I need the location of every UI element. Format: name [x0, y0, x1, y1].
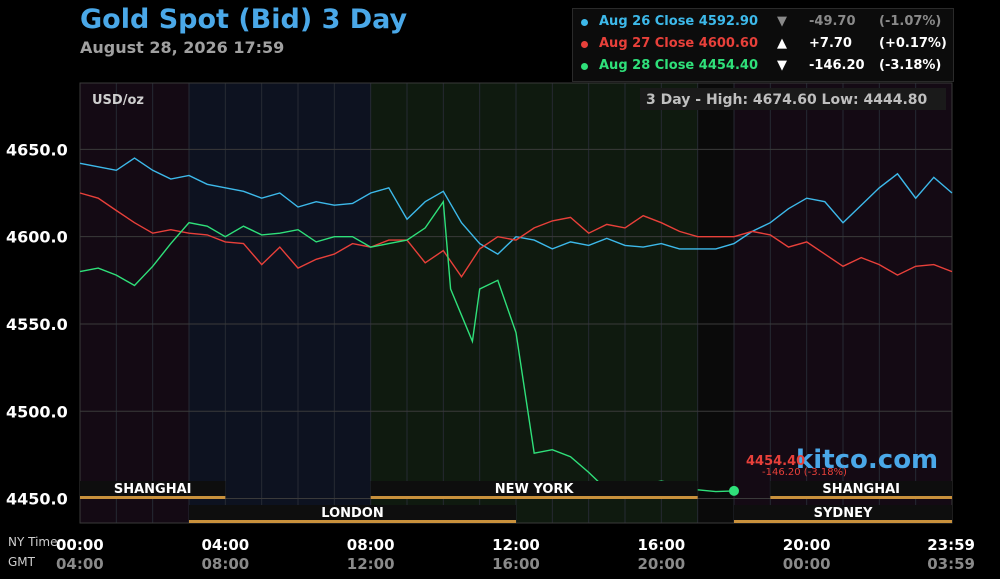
legend-change: +7.70 [809, 36, 852, 51]
range-text: 3 Day - High: 4674.60 Low: 4444.80 [646, 92, 928, 108]
session-bar [80, 496, 226, 499]
x-tick-label-ny: 16:00 [637, 536, 685, 554]
x-tick-label-ny: 00:00 [56, 536, 104, 554]
session-background [697, 83, 734, 523]
y-tick-label: 4600.0 [6, 228, 68, 247]
x-tick-label-gmt: 20:00 [637, 555, 685, 573]
legend-dot-icon [581, 41, 588, 48]
legend-change: -146.20 [809, 58, 865, 73]
legend-label: Aug 28 Close 4454.40 [599, 58, 758, 73]
legend-row-aug27: Aug 27 Close 4600.60 ▲ +7.70 (+0.17%) [573, 33, 953, 55]
session-background [189, 83, 371, 523]
session-band [80, 481, 226, 499]
y-axis: 4650.0 4600.0 4550.0 4500.0 4450.0 [6, 140, 68, 508]
x-tick-label-gmt: 04:00 [56, 555, 104, 573]
y-tick-label: 4650.0 [6, 140, 68, 159]
session-label: LONDON [321, 506, 383, 521]
x-tick-label-gmt: 16:00 [492, 555, 540, 573]
down-arrow-icon: ▼ [777, 58, 787, 73]
kitco-watermark: kitco.com [796, 445, 938, 475]
session-band [189, 505, 516, 523]
session-bar [770, 496, 952, 499]
y-tick-label: 4550.0 [6, 315, 68, 334]
legend-pct: (+0.17%) [879, 36, 947, 51]
x-tick-label-ny: 04:00 [201, 536, 249, 554]
legend-dot-icon [581, 63, 588, 70]
chart-title: Gold Spot (Bid) 3 Day [80, 4, 408, 35]
legend-pct: (-3.18%) [879, 58, 942, 73]
x-tick-label-gmt: 03:59 [927, 555, 975, 573]
session-band [370, 481, 698, 499]
x-tick-label-ny: 20:00 [783, 536, 831, 554]
last-change-label: -146.20 (-3.18%) [762, 467, 847, 478]
last-price-marker [729, 485, 739, 496]
legend-label: Aug 26 Close 4592.90 [599, 14, 758, 29]
x-tick-label-ny: 23:59 [927, 536, 975, 554]
session-label: SHANGHAI [822, 482, 900, 497]
x-tick-label-gmt: 08:00 [201, 555, 249, 573]
session-label: SHANGHAI [114, 482, 192, 497]
down-arrow-icon: ▼ [777, 14, 787, 29]
session-bar [734, 520, 952, 523]
session-bar [370, 496, 698, 499]
series-line-aug-27 [79, 192, 953, 279]
session-band [770, 481, 952, 499]
legend-row-aug26: Aug 26 Close 4592.90 ▼ -49.70 (-1.07%) [573, 11, 953, 33]
session-bar [189, 520, 516, 523]
y-tick-label: 4500.0 [6, 402, 68, 421]
unit-label: USD/oz [92, 93, 144, 108]
session-background [80, 83, 189, 523]
legend-pct: (-1.07%) [879, 14, 942, 29]
session-bars: SHANGHAI NEW YORK SHANGHAI LONDON SYDNEY [80, 481, 952, 523]
legend-dot-icon [581, 19, 588, 26]
legend-label: Aug 27 Close 4600.60 [599, 36, 758, 51]
session-label: SYDNEY [814, 506, 873, 521]
legend: Aug 26 Close 4592.90 ▼ -49.70 (-1.07%) A… [572, 8, 954, 82]
x-tick-label-gmt: 00:00 [783, 555, 831, 573]
x-tick-label-gmt: 12:00 [347, 555, 395, 573]
legend-change: -49.70 [809, 14, 856, 29]
x-tick-label-ny: 08:00 [347, 536, 395, 554]
series-line-aug-26 [79, 157, 953, 255]
x-tick-label-ny: 12:00 [492, 536, 540, 554]
gmt-label: GMT [8, 555, 36, 569]
legend-row-aug28: Aug 28 Close 4454.40 ▼ -146.20 (-3.18%) [573, 55, 953, 77]
session-band [734, 505, 952, 523]
x-axis: 00:0004:0004:0008:0008:0012:0012:0016:00… [56, 536, 975, 573]
range-box [640, 88, 946, 110]
chart-timestamp: August 28, 2026 17:59 [80, 38, 285, 57]
last-price-label: 4454.40 [746, 454, 805, 469]
session-label: NEW YORK [495, 482, 575, 497]
y-tick-label: 4450.0 [6, 490, 68, 509]
up-arrow-icon: ▲ [777, 36, 787, 51]
ny-time-label: NY Time [8, 535, 58, 549]
